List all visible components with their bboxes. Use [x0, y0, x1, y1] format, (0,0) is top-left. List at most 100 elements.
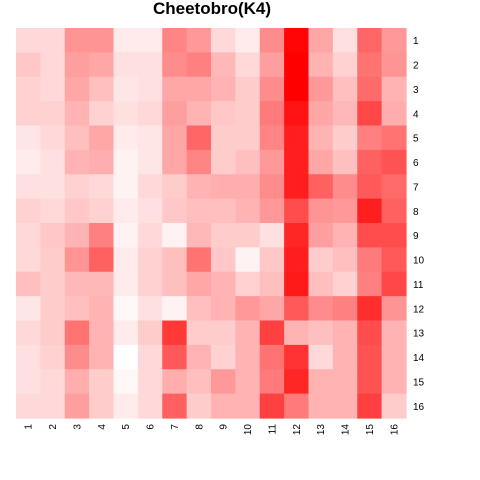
heatmap-cell-r6-c16	[381, 149, 407, 175]
heatmap-cell-r6-c11	[259, 149, 285, 175]
heatmap-cell-r10-c12	[284, 247, 310, 273]
heatmap-cell-r5-c2	[40, 125, 66, 151]
heatmap-cell-r7-c3	[64, 174, 90, 200]
x-tick-label: 1	[24, 424, 35, 430]
heatmap-cell-r11-c5	[113, 271, 139, 297]
heatmap-cell-r7-c2	[40, 174, 66, 200]
heatmap-cell-r5-c10	[235, 125, 261, 151]
heatmap-cell-r5-c12	[284, 125, 310, 151]
heatmap-cell-r2-c13	[308, 52, 334, 78]
heatmap-cell-r10-c15	[357, 247, 383, 273]
heatmap-cell-r5-c7	[162, 125, 188, 151]
heatmap-cell-r1-c8	[186, 28, 212, 53]
heatmap-cell-r3-c14	[332, 76, 358, 102]
heatmap-cell-r10-c14	[332, 247, 358, 273]
heatmap-cell-r11-c13	[308, 271, 334, 297]
heatmap-cell-r7-c7	[162, 174, 188, 200]
heatmap-cell-r14-c14	[332, 344, 358, 370]
heatmap-cell-r12-c4	[89, 296, 115, 322]
heatmap-cell-r16-c7	[162, 393, 188, 419]
x-tick-label: 4	[97, 424, 108, 430]
heatmap-cell-r12-c12	[284, 296, 310, 322]
heatmap-cell-r16-c10	[235, 393, 261, 419]
y-tick-label: 13	[413, 329, 425, 340]
heatmap-cell-r13-c5	[113, 320, 139, 346]
heatmap-cell-r1-c12	[284, 28, 310, 53]
heatmap-cell-r11-c15	[357, 271, 383, 297]
heatmap-cell-r12-c7	[162, 296, 188, 322]
heatmap-cell-r8-c1	[16, 198, 41, 224]
heatmap-cell-r8-c2	[40, 198, 66, 224]
x-tick-label: 3	[72, 424, 83, 430]
heatmap-cell-r2-c2	[40, 52, 66, 78]
heatmap-cell-r8-c16	[381, 198, 407, 224]
heatmap-cell-r15-c5	[113, 369, 139, 395]
heatmap-cell-r9-c13	[308, 223, 334, 248]
heatmap-cell-r14-c6	[137, 344, 163, 370]
y-tick-label: 3	[413, 85, 419, 96]
x-tick-label: 9	[219, 424, 230, 430]
heatmap-cell-r12-c10	[235, 296, 261, 322]
heatmap-cell-r13-c13	[308, 320, 334, 346]
y-tick-label: 10	[413, 256, 425, 267]
heatmap-cell-r10-c8	[186, 247, 212, 273]
x-tick-label: 8	[194, 424, 205, 430]
heatmap-cell-r9-c1	[16, 223, 41, 248]
x-tick-label: 6	[146, 424, 157, 430]
heatmap-cell-r6-c1	[16, 149, 41, 175]
heatmap-cell-r14-c7	[162, 344, 188, 370]
heatmap-cell-r9-c5	[113, 223, 139, 248]
heatmap-cell-r14-c9	[211, 344, 236, 370]
y-tick-label: 15	[413, 377, 425, 388]
heatmap-cell-r15-c7	[162, 369, 188, 395]
heatmap-cell-r2-c6	[137, 52, 163, 78]
heatmap-cell-r9-c11	[259, 223, 285, 248]
x-tick-label: 10	[243, 424, 254, 436]
heatmap-cell-r9-c14	[332, 223, 358, 248]
y-tick-label: 5	[413, 134, 419, 145]
heatmap-cell-r15-c14	[332, 369, 358, 395]
y-tick-label: 11	[413, 280, 424, 291]
heatmap-cell-r1-c5	[113, 28, 139, 53]
heatmap-cell-r9-c3	[64, 223, 90, 248]
x-tick-label: 11	[267, 424, 278, 435]
heatmap-cell-r6-c5	[113, 149, 139, 175]
heatmap-cell-r5-c15	[357, 125, 383, 151]
heatmap-cell-r5-c11	[259, 125, 285, 151]
heatmap-cell-r9-c8	[186, 223, 212, 248]
heatmap-cell-r9-c7	[162, 223, 188, 248]
heatmap-cell-r7-c10	[235, 174, 261, 200]
heatmap-cell-r12-c8	[186, 296, 212, 322]
heatmap-cell-r3-c8	[186, 76, 212, 102]
heatmap-cell-r15-c8	[186, 369, 212, 395]
heatmap-cell-r13-c8	[186, 320, 212, 346]
heatmap-cell-r3-c3	[64, 76, 90, 102]
y-tick-label: 6	[413, 158, 419, 169]
heatmap-cell-r12-c1	[16, 296, 41, 322]
heatmap-cell-r5-c5	[113, 125, 139, 151]
heatmap-cell-r1-c11	[259, 28, 285, 53]
heatmap-cell-r5-c14	[332, 125, 358, 151]
heatmap-cell-r1-c2	[40, 28, 66, 53]
heatmap-cell-r11-c16	[381, 271, 407, 297]
heatmap-cell-r16-c12	[284, 393, 310, 419]
heatmap-cell-r6-c13	[308, 149, 334, 175]
heatmap-cell-r15-c11	[259, 369, 285, 395]
heatmap-cell-r2-c15	[357, 52, 383, 78]
heatmap-cell-r14-c3	[64, 344, 90, 370]
x-tick-label: 16	[389, 424, 400, 436]
heatmap-cell-r3-c2	[40, 76, 66, 102]
heatmap-cell-r9-c6	[137, 223, 163, 248]
heatmap-cell-r2-c3	[64, 52, 90, 78]
heatmap-cell-r14-c8	[186, 344, 212, 370]
heatmap-cell-r13-c10	[235, 320, 261, 346]
heatmap-cell-r8-c12	[284, 198, 310, 224]
heatmap-cell-r16-c16	[381, 393, 407, 419]
heatmap-cell-r15-c16	[381, 369, 407, 395]
heatmap-cell-r4-c12	[284, 101, 310, 127]
heatmap-cell-r5-c13	[308, 125, 334, 151]
heatmap-cell-r16-c9	[211, 393, 236, 419]
heatmap-cell-r7-c8	[186, 174, 212, 200]
heatmap-cell-r16-c2	[40, 393, 66, 419]
